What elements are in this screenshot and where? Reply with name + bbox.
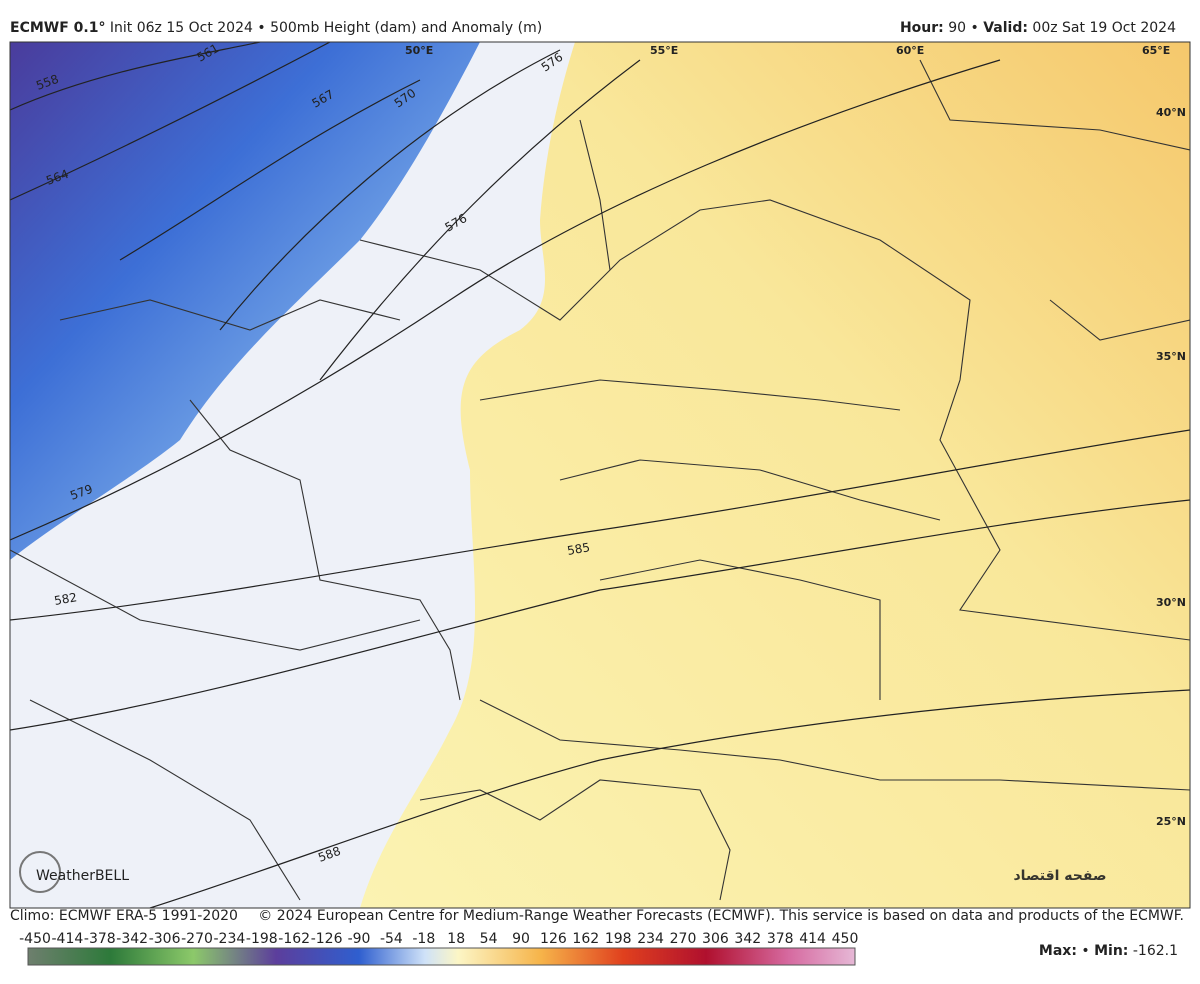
model: ECMWF 0.1° (10, 20, 105, 36)
colorbar-tick: -306 (149, 931, 181, 947)
contour-label: 585 (566, 540, 591, 558)
colorbar-tick: 306 (702, 931, 729, 947)
colorbar-tick: 126 (540, 931, 567, 947)
colorbar-tick: 342 (734, 931, 761, 947)
colorbar-tick: 198 (605, 931, 632, 947)
borders (10, 59, 1190, 901)
max-label: Max: (1039, 943, 1077, 959)
colorbar (27, 947, 856, 966)
map-frame (9, 41, 1191, 909)
lat-label: 40°N (1156, 106, 1186, 119)
lat-label: 30°N (1156, 596, 1186, 609)
colorbar-tick: 54 (480, 931, 498, 947)
colorbar-tick: -234 (214, 931, 246, 947)
min: -162.1 (1133, 943, 1178, 959)
colorbar-tick: -90 (348, 931, 371, 947)
colorbar-tick: 234 (637, 931, 664, 947)
colorbar-tick: 90 (512, 931, 530, 947)
colorbar-ticks: -450 -414 -378 -342 -306 -270 -234 -198 -162 -126… (19, 931, 858, 947)
colorbar-tick: 378 (767, 931, 794, 947)
colorbar-tick: 162 (572, 931, 599, 947)
valid: 00z Sat 19 Oct 2024 (1032, 20, 1176, 36)
negative-anomaly (10, 42, 480, 560)
colorbar-tick: -342 (116, 931, 148, 947)
hour: 90 (948, 20, 966, 36)
colorbar-tick: 18 (447, 931, 465, 947)
lon-label: 55°E (650, 44, 678, 57)
lon-label: 50°E (405, 44, 433, 57)
colorbar-tick: -378 (84, 931, 116, 947)
colorbar-tick: -450 (19, 931, 51, 947)
logo-icon (19, 851, 61, 893)
colorbar-tick: -270 (181, 931, 213, 947)
header-right: Hour: 90 • Valid: 00z Sat 19 Oct 2024 (900, 20, 1176, 36)
valid-label: Valid: (983, 20, 1028, 36)
lat-label: 25°N (1156, 815, 1186, 828)
header-left: ECMWF 0.1° Init 06z 15 Oct 2024 • 500mb … (10, 20, 542, 36)
lon-label: 65°E (1142, 44, 1170, 57)
map: 558 564 561 567 570 576 576 579 582 585 … (10, 42, 1190, 908)
lon-label: 60°E (896, 44, 924, 57)
colorbar-tick: -162 (278, 931, 310, 947)
stats: Max: • Min: -162.1 (1039, 943, 1178, 959)
colorbar-tick: 270 (670, 931, 697, 947)
hour-label: Hour: (900, 20, 944, 36)
init: Init 06z 15 Oct 2024 (110, 20, 253, 36)
product: 500mb Height (dam) and Anomaly (m) (270, 20, 542, 36)
contour-label: 582 (53, 590, 78, 608)
lat-label: 35°N (1156, 350, 1186, 363)
min-label: Min: (1094, 943, 1128, 959)
colorbar-tick: 450 (832, 931, 859, 947)
colorbar-tick: 414 (799, 931, 826, 947)
colorbar-tick: -198 (246, 931, 278, 947)
watermark: صفحه اقتصاد (1014, 868, 1107, 884)
credit: © 2024 European Centre for Medium-Range … (258, 908, 1184, 924)
logo: WeatherBELL (36, 868, 129, 884)
climo: Climo: ECMWF ERA-5 1991-2020 (10, 908, 238, 924)
colorbar-tick: -18 (412, 931, 435, 947)
colorbar-tick: -414 (52, 931, 84, 947)
contours (10, 42, 1190, 908)
colorbar-tick: -54 (380, 931, 403, 947)
colorbar-tick: -126 (311, 931, 343, 947)
